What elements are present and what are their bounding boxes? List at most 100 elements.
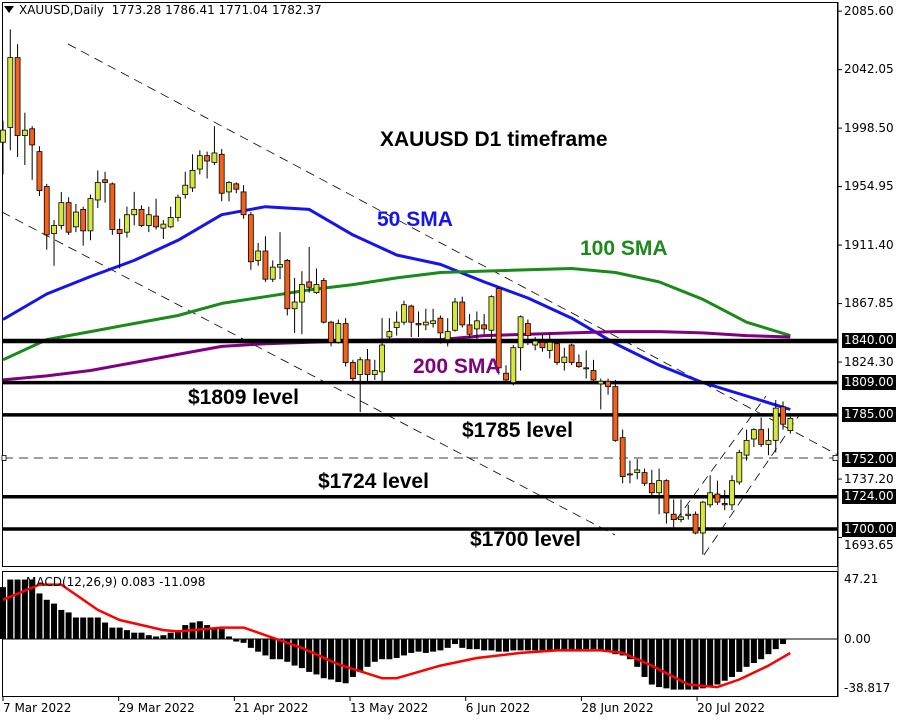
candle-body-bull <box>597 380 604 385</box>
candle <box>510 345 517 386</box>
candle <box>393 311 400 336</box>
candle <box>517 315 524 371</box>
candle-body-bear <box>138 208 145 226</box>
candle <box>386 318 393 340</box>
candle-body-bear <box>605 380 611 388</box>
candle-body-bull <box>196 155 203 170</box>
candle-body-bull <box>634 469 641 473</box>
candle-body-bear <box>758 429 765 445</box>
macd-histogram-bar <box>247 639 254 648</box>
candle <box>160 220 167 239</box>
candle-body-bear <box>619 437 626 478</box>
price-axis-label: 1693.65 <box>844 537 894 552</box>
level-1752-anchor-left[interactable] <box>1 455 7 461</box>
candle <box>240 185 247 219</box>
macd-histogram-bar <box>488 639 495 651</box>
candle <box>743 429 750 461</box>
candle-body-bear <box>153 215 159 228</box>
candle <box>415 311 422 337</box>
macd-histogram-bar <box>481 639 488 651</box>
macd-histogram-bar <box>138 632 145 639</box>
macd-histogram-bar <box>218 628 225 639</box>
level-1809-label: $1809 level <box>188 386 299 409</box>
candle-body-bull <box>211 152 218 163</box>
candle <box>0 120 6 175</box>
candle-body-bear <box>65 202 72 233</box>
price-axis-label: 1998.50 <box>844 120 894 135</box>
sma100-line[interactable] <box>2 267 791 362</box>
candle <box>707 475 714 508</box>
candle <box>153 198 159 230</box>
price-level-tag: 1840.00 <box>842 333 896 349</box>
level-1752-anchor[interactable] <box>832 455 839 461</box>
macd-histogram-bar <box>284 639 291 662</box>
candle-body-bull <box>182 184 189 195</box>
collapse-triangle-icon[interactable] <box>4 6 14 13</box>
candle-body-bull <box>21 129 28 136</box>
macd-histogram-bar <box>211 627 218 639</box>
candle-body-bear <box>80 208 87 232</box>
candle <box>226 181 232 202</box>
macd-histogram-bar <box>626 639 633 660</box>
macd-histogram-bar <box>444 639 451 648</box>
macd-axis-label: 47.21 <box>844 571 879 586</box>
macd-histogram-bar <box>780 639 787 645</box>
macd-histogram-bar <box>656 639 663 688</box>
candle <box>218 148 225 202</box>
macd-histogram-bar <box>240 639 247 643</box>
candle <box>758 417 765 448</box>
candle-body-bear <box>109 183 116 230</box>
price-axis-label: 1737.20 <box>844 471 894 486</box>
candle-body-bull <box>729 480 735 506</box>
macd-histogram-bar <box>123 630 130 639</box>
candle-body-bear <box>415 323 422 326</box>
candle-body-bear <box>342 323 349 363</box>
candle <box>247 212 254 270</box>
candle-body-bull <box>51 225 57 234</box>
candle <box>663 479 670 524</box>
candle-body-bull <box>678 516 684 520</box>
candle <box>145 206 152 233</box>
macd-histogram-bar <box>466 639 473 650</box>
level-1785-label: $1785 level <box>462 419 573 442</box>
candle-body-bear <box>204 155 211 162</box>
macd-signal-line[interactable] <box>2 583 791 689</box>
macd-histogram-bar <box>451 639 458 645</box>
candle <box>430 308 437 328</box>
candle-body-bear <box>102 179 108 183</box>
rising-channel-lower-line[interactable] <box>703 413 801 556</box>
candle <box>138 205 145 227</box>
candle-body-bear <box>247 214 254 263</box>
trendlines <box>1 43 839 556</box>
candle <box>277 232 283 280</box>
macd-histogram-bar <box>736 639 743 672</box>
macd-histogram-bar <box>772 639 779 650</box>
macd-histogram-bar <box>80 617 87 639</box>
macd-histogram-bar <box>335 639 342 683</box>
upper-channel-trendline[interactable] <box>67 43 839 456</box>
candle-body-bear <box>350 362 356 379</box>
macd-histogram-bar <box>204 625 211 639</box>
candle-body-bull <box>357 359 364 375</box>
candle <box>721 490 728 511</box>
macd-histogram-bar <box>21 579 28 639</box>
rising-channel-upper-line[interactable] <box>675 395 767 521</box>
macd-histogram-bar <box>225 636 232 639</box>
candle-body-bear <box>576 362 582 367</box>
candle-body-bear <box>36 151 43 191</box>
candle-body-bear <box>14 57 21 136</box>
candle <box>335 319 342 344</box>
sma50-line[interactable] <box>2 205 791 411</box>
price-axis-label: 1867.85 <box>844 296 894 311</box>
macd-histogram-bar <box>174 630 181 639</box>
candle-body-bear <box>437 317 444 334</box>
candle-body-bull <box>707 492 714 506</box>
candle <box>21 112 28 166</box>
candle <box>634 459 641 480</box>
candle-body-bull <box>386 331 393 338</box>
macd-histogram-bar <box>597 639 604 651</box>
lower-channel-trendline[interactable] <box>1 211 616 536</box>
candle <box>255 242 262 266</box>
candle-body-bear <box>233 183 240 190</box>
candle-body-bull <box>517 316 524 349</box>
